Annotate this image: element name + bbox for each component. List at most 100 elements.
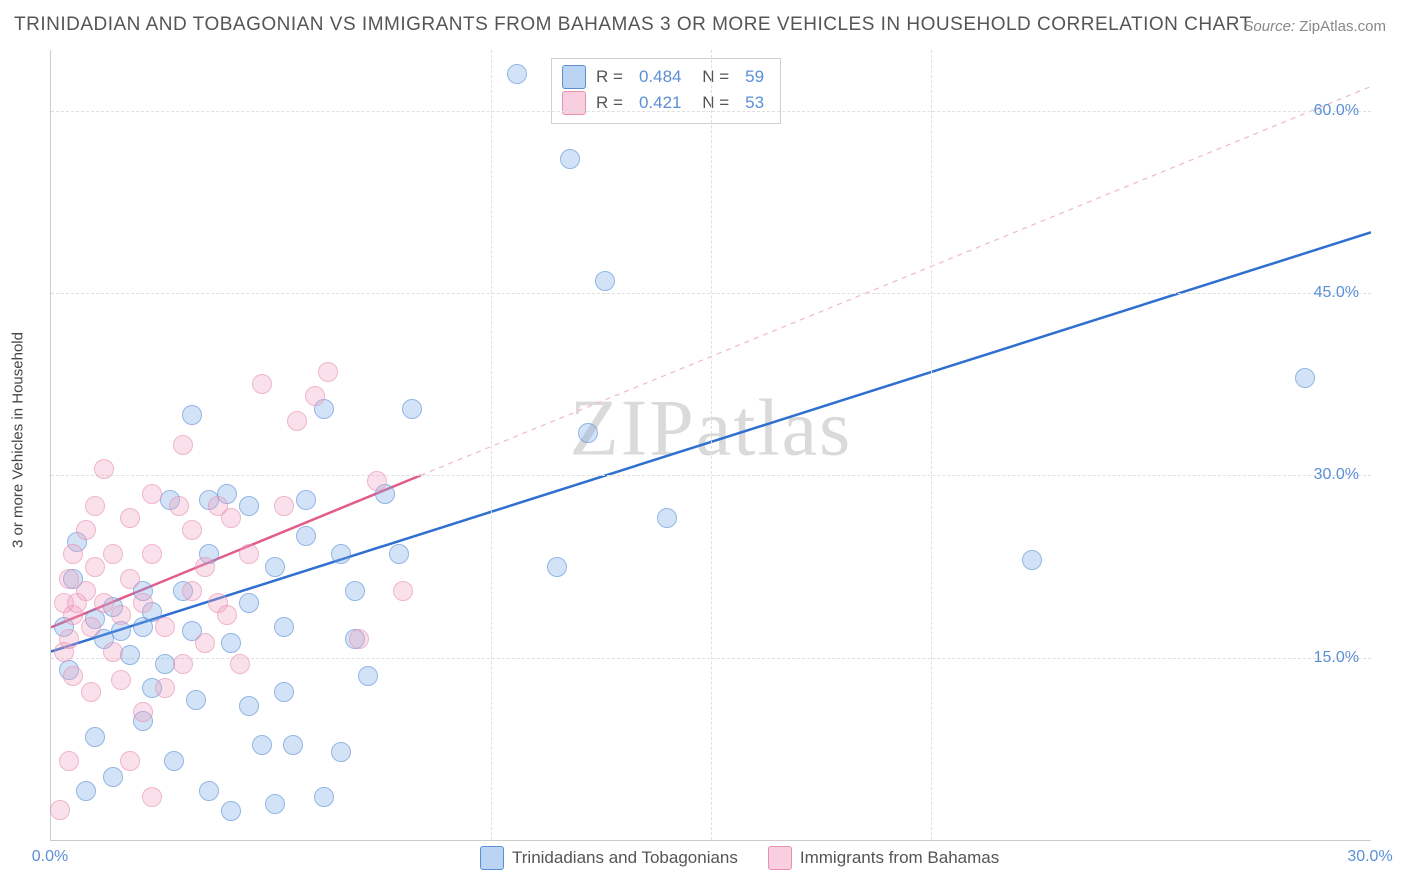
scatter-point bbox=[81, 682, 101, 702]
scatter-point bbox=[331, 742, 351, 762]
scatter-point bbox=[182, 581, 202, 601]
scatter-point bbox=[296, 490, 316, 510]
legend-swatch bbox=[480, 846, 504, 870]
y-tick-label: 60.0% bbox=[1314, 102, 1359, 120]
series-legend-item: Immigrants from Bahamas bbox=[768, 846, 999, 870]
scatter-point bbox=[76, 581, 96, 601]
scatter-point bbox=[155, 617, 175, 637]
scatter-point bbox=[120, 508, 140, 528]
scatter-point bbox=[63, 666, 83, 686]
scatter-point bbox=[265, 794, 285, 814]
chart-title: TRINIDADIAN AND TOBAGONIAN VS IMMIGRANTS… bbox=[14, 14, 1252, 36]
scatter-point bbox=[287, 411, 307, 431]
scatter-point bbox=[560, 149, 580, 169]
scatter-point bbox=[120, 569, 140, 589]
scatter-point bbox=[81, 617, 101, 637]
scatter-point bbox=[59, 569, 79, 589]
scatter-point bbox=[182, 405, 202, 425]
source-attribution: Source: ZipAtlas.com bbox=[1243, 18, 1386, 35]
y-tick-label: 45.0% bbox=[1314, 284, 1359, 302]
scatter-point bbox=[133, 702, 153, 722]
scatter-point bbox=[103, 767, 123, 787]
scatter-point bbox=[239, 696, 259, 716]
scatter-point bbox=[85, 557, 105, 577]
scatter-point bbox=[274, 682, 294, 702]
trend-line bbox=[421, 86, 1371, 475]
scatter-point bbox=[173, 654, 193, 674]
x-tick-label: 30.0% bbox=[1347, 848, 1392, 866]
correlation-legend-row: R =0.484 N =59 bbox=[562, 65, 770, 89]
scatter-point bbox=[507, 64, 527, 84]
scatter-point bbox=[230, 654, 250, 674]
scatter-point bbox=[63, 544, 83, 564]
scatter-point bbox=[142, 787, 162, 807]
scatter-point bbox=[85, 496, 105, 516]
scatter-point bbox=[164, 751, 184, 771]
scatter-point bbox=[393, 581, 413, 601]
scatter-point bbox=[345, 581, 365, 601]
scatter-point bbox=[252, 374, 272, 394]
scatter-point bbox=[94, 459, 114, 479]
legend-r-label: R = bbox=[596, 67, 623, 87]
legend-r-value: 0.484 bbox=[639, 67, 682, 87]
scatter-point bbox=[173, 435, 193, 455]
scatter-point bbox=[59, 751, 79, 771]
gridline-vertical bbox=[491, 50, 492, 840]
scatter-point bbox=[120, 645, 140, 665]
scatter-point bbox=[142, 484, 162, 504]
gridline-vertical bbox=[931, 50, 932, 840]
scatter-point bbox=[133, 593, 153, 613]
scatter-point bbox=[169, 496, 189, 516]
source-label: Source: bbox=[1243, 18, 1295, 35]
scatter-point bbox=[195, 557, 215, 577]
scatter-point bbox=[331, 544, 351, 564]
scatter-point bbox=[318, 362, 338, 382]
scatter-point bbox=[195, 633, 215, 653]
scatter-point bbox=[59, 629, 79, 649]
scatter-point bbox=[274, 617, 294, 637]
scatter-point bbox=[76, 520, 96, 540]
correlation-legend: R =0.484 N =59R =0.421 N =53 bbox=[551, 58, 781, 124]
scatter-point bbox=[217, 605, 237, 625]
scatter-point bbox=[50, 800, 70, 820]
scatter-point bbox=[111, 605, 131, 625]
scatter-point bbox=[402, 399, 422, 419]
scatter-point bbox=[103, 642, 123, 662]
scatter-point bbox=[182, 520, 202, 540]
source-value: ZipAtlas.com bbox=[1299, 18, 1386, 35]
scatter-point bbox=[283, 735, 303, 755]
scatter-point bbox=[103, 544, 123, 564]
scatter-point bbox=[252, 735, 272, 755]
series-name: Trinidadians and Tobagonians bbox=[512, 848, 738, 868]
scatter-point bbox=[595, 271, 615, 291]
scatter-point bbox=[314, 787, 334, 807]
scatter-point bbox=[111, 670, 131, 690]
scatter-point bbox=[389, 544, 409, 564]
scatter-point bbox=[76, 781, 96, 801]
scatter-point bbox=[221, 801, 241, 821]
scatter-point bbox=[578, 423, 598, 443]
scatter-point bbox=[1295, 368, 1315, 388]
plot-area: ZIPatlas R =0.484 N =59R =0.421 N =53 15… bbox=[50, 50, 1371, 841]
scatter-point bbox=[265, 557, 285, 577]
scatter-point bbox=[367, 471, 387, 491]
scatter-point bbox=[199, 781, 219, 801]
series-legend-item: Trinidadians and Tobagonians bbox=[480, 846, 738, 870]
scatter-point bbox=[349, 629, 369, 649]
scatter-point bbox=[657, 508, 677, 528]
scatter-point bbox=[305, 386, 325, 406]
scatter-point bbox=[274, 496, 294, 516]
scatter-point bbox=[221, 508, 241, 528]
legend-swatch bbox=[562, 65, 586, 89]
series-legend: Trinidadians and Tobagonians Immigrants f… bbox=[480, 846, 999, 870]
scatter-point bbox=[155, 678, 175, 698]
legend-n-value: 59 bbox=[745, 67, 764, 87]
scatter-point bbox=[358, 666, 378, 686]
x-tick-label: 0.0% bbox=[32, 848, 68, 866]
scatter-point bbox=[221, 633, 241, 653]
legend-swatch bbox=[768, 846, 792, 870]
scatter-point bbox=[142, 544, 162, 564]
scatter-point bbox=[239, 496, 259, 516]
scatter-point bbox=[120, 751, 140, 771]
y-tick-label: 15.0% bbox=[1314, 649, 1359, 667]
